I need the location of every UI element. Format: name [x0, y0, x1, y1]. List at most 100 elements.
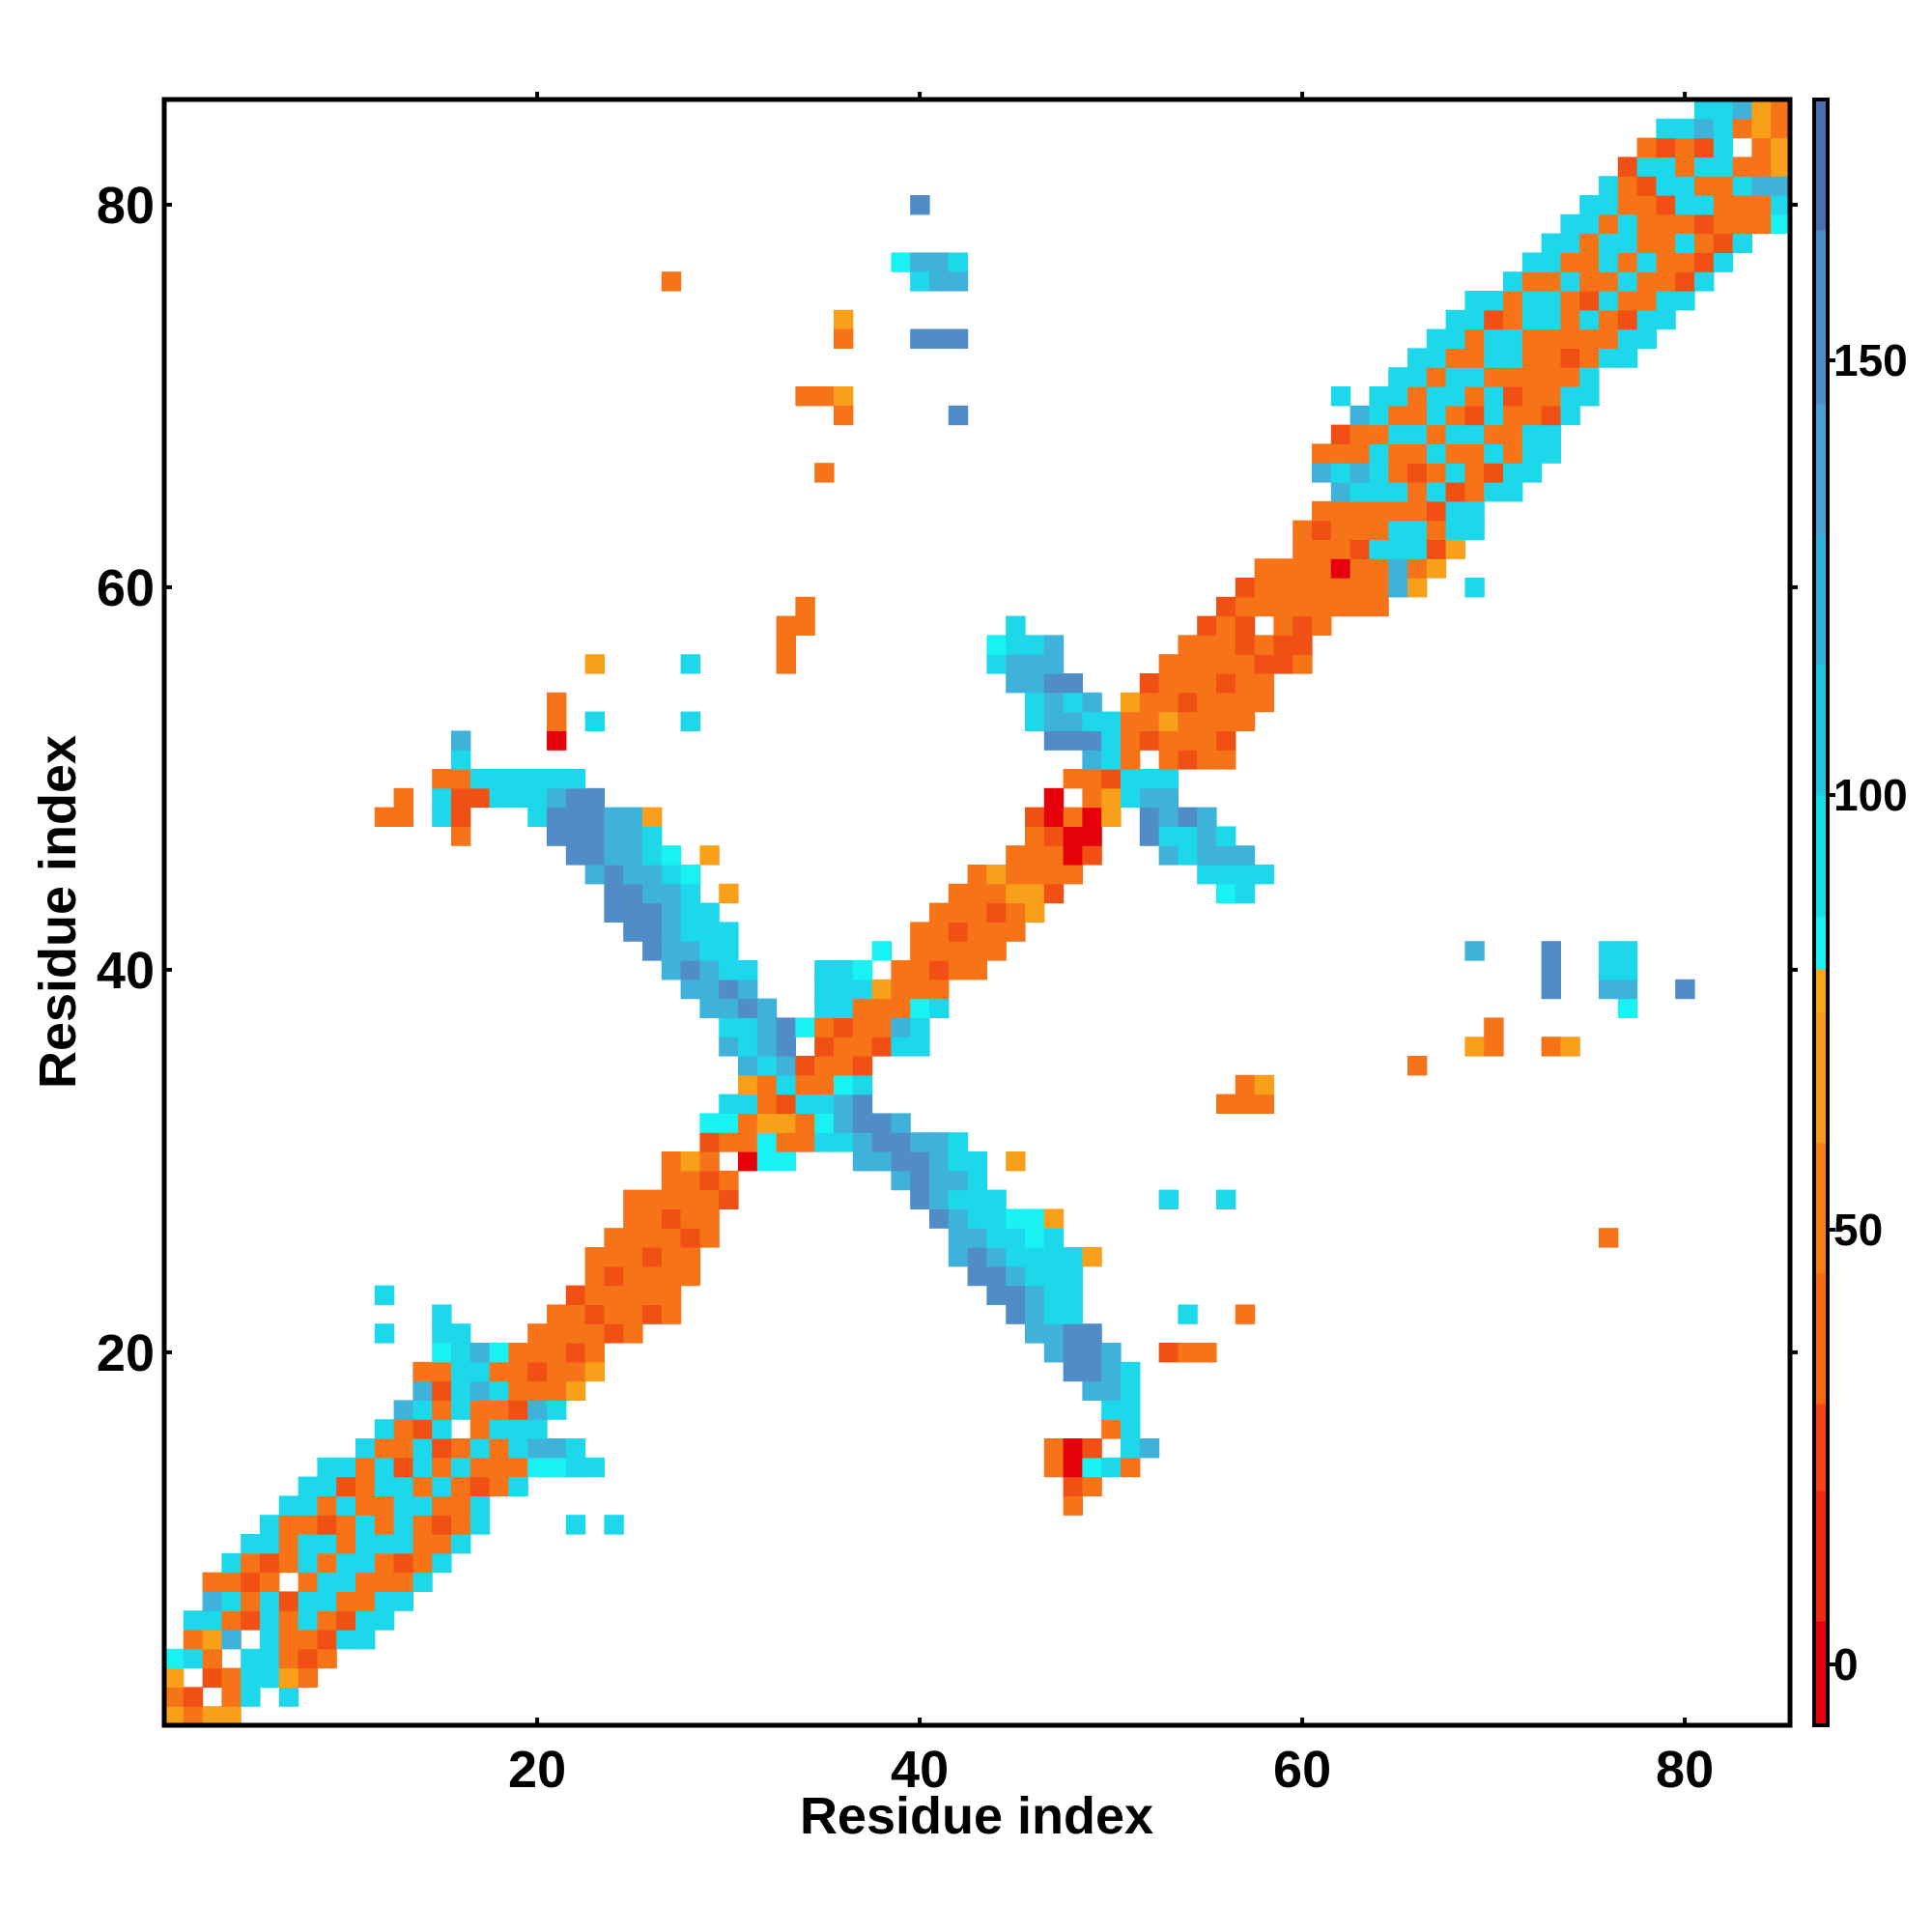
heatmap-cell [1771, 213, 1791, 235]
heatmap-cell [260, 1515, 280, 1535]
heatmap-cell [1675, 156, 1695, 177]
heatmap-cell [891, 252, 911, 272]
heatmap-cell [527, 1457, 548, 1478]
heatmap-cell [834, 386, 854, 407]
heatmap-cell [527, 1361, 548, 1382]
heatmap-cell [1541, 424, 1561, 444]
heatmap-cell [1771, 156, 1791, 177]
heatmap-cell [1063, 865, 1083, 885]
heatmap-cell [1579, 252, 1600, 272]
heatmap-cell [1312, 500, 1332, 522]
heatmap-cell [393, 1438, 413, 1459]
heatmap-cell [1235, 865, 1256, 885]
heatmap-cell [584, 826, 605, 846]
heatmap-cell [1293, 539, 1313, 559]
heatmap-cell [891, 1017, 911, 1037]
heatmap-cell [967, 902, 987, 923]
heatmap-cell [719, 1094, 739, 1114]
axis-ticks: 20 40 60 80 20 40 60 80 [97, 92, 1798, 1799]
colorbar-segment [1814, 917, 1828, 970]
heatmap-cell [680, 979, 700, 1000]
heatmap-cell [642, 1247, 663, 1267]
heatmap-cell [623, 883, 643, 904]
heatmap-cell [451, 1380, 471, 1401]
heatmap-cell [1350, 424, 1370, 444]
heatmap-cell [661, 1189, 682, 1209]
heatmap-cell [814, 1094, 835, 1114]
heatmap-cell [1254, 692, 1274, 713]
heatmap-cell [241, 1610, 261, 1631]
heatmap-cell [834, 1094, 854, 1114]
heatmap-cell [1043, 730, 1065, 751]
heatmap-cell [1254, 673, 1274, 694]
heatmap-cell [183, 1610, 204, 1631]
heatmap-cell [1082, 711, 1102, 731]
heatmap-cell [432, 1323, 452, 1344]
heatmap-cell [374, 1438, 395, 1459]
heatmap-cell [871, 998, 892, 1018]
heatmap-cell [929, 252, 950, 272]
heatmap-cell [1388, 539, 1408, 559]
heatmap-cell [432, 1552, 452, 1574]
heatmap-cell [469, 1380, 491, 1401]
colorbar-segment [1814, 1621, 1828, 1726]
heatmap-cell [1101, 711, 1122, 731]
heatmap-cell [565, 787, 586, 809]
heatmap-cell [814, 1113, 835, 1133]
heatmap-cell [1082, 1380, 1102, 1401]
heatmap-cell [1235, 845, 1256, 866]
heatmap-cell [834, 960, 854, 980]
heatmap-cell [1675, 979, 1695, 1000]
heatmap-cell [1293, 520, 1313, 540]
heatmap-cell [1043, 807, 1065, 827]
heatmap-cell [1025, 826, 1045, 846]
heatmap-cell [1713, 176, 1734, 196]
heatmap-cell [1675, 118, 1695, 139]
heatmap-cell [412, 1572, 433, 1592]
heatmap-cell [1445, 348, 1465, 368]
heatmap-cell [1082, 826, 1102, 846]
heatmap-cell [298, 1591, 318, 1611]
heatmap-cell [1158, 1343, 1179, 1363]
heatmap-cell [1312, 578, 1332, 598]
heatmap-cell [1599, 252, 1619, 272]
heatmap-cell [547, 1438, 567, 1459]
heatmap-cell [1426, 367, 1447, 387]
heatmap-cell [1312, 615, 1332, 636]
heatmap-cell [1407, 578, 1428, 598]
heatmap-cell [1235, 615, 1256, 636]
heatmap-cell [1445, 328, 1465, 349]
heatmap-cell [1043, 1208, 1065, 1229]
heatmap-cell [1484, 348, 1504, 368]
heatmap-cell [565, 845, 586, 866]
heatmap-cell [1426, 539, 1447, 559]
heatmap-cell [1139, 787, 1160, 809]
heatmap-cell [451, 1361, 471, 1382]
heatmap-cell [1694, 176, 1715, 196]
heatmap-cell [584, 807, 605, 827]
heatmap-cell [738, 1113, 758, 1133]
heatmap-cell [393, 807, 413, 827]
heatmap-cell [432, 1304, 452, 1324]
heatmap-cell [1636, 252, 1657, 272]
heatmap-cell [1043, 845, 1065, 866]
heatmap-cell [776, 1113, 796, 1133]
heatmap-cell [393, 1552, 413, 1574]
heatmap-cell [1503, 348, 1523, 368]
heatmap-cell [1675, 137, 1695, 157]
heatmap-cell [1254, 578, 1274, 598]
heatmap-cell [1503, 482, 1523, 502]
heatmap-cell [1464, 463, 1485, 483]
heatmap-cell [699, 1189, 720, 1209]
heatmap-cell [469, 1419, 491, 1439]
heatmap-cell [1579, 367, 1600, 387]
heatmap-cell [1350, 558, 1370, 579]
heatmap-cell [891, 960, 911, 980]
heatmap-cell [1560, 252, 1580, 272]
heatmap-cell [1656, 176, 1676, 196]
heatmap-cell [661, 960, 682, 980]
heatmap-cell [1521, 443, 1543, 464]
heatmap-cell [680, 1265, 700, 1287]
heatmap-cell [355, 1534, 376, 1554]
heatmap-cell [1101, 1400, 1122, 1420]
